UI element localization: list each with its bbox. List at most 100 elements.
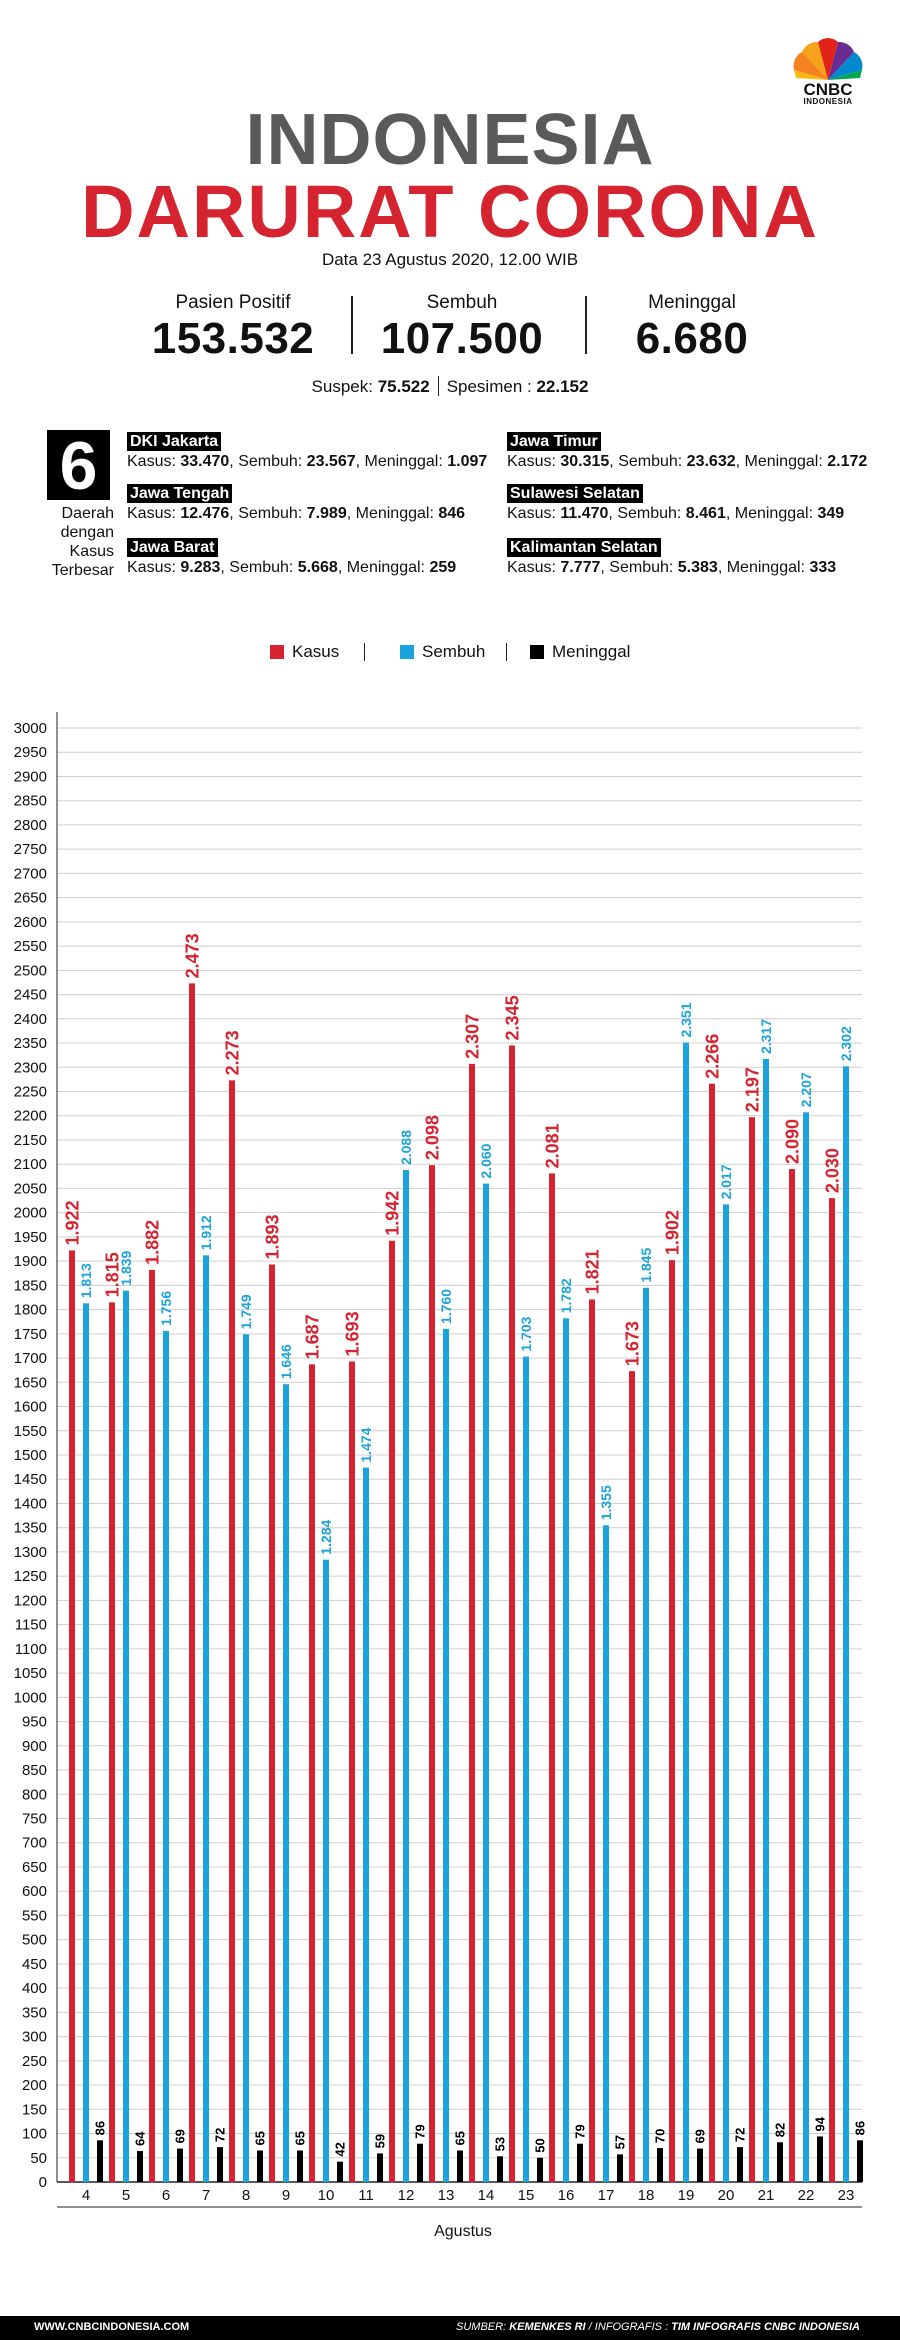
y-tick-label: 1900 (14, 1253, 47, 1270)
y-tick-label: 1200 (14, 1592, 47, 1609)
x-tick-label: 12 (398, 2187, 415, 2204)
meninggal-value: 846 (438, 505, 466, 522)
data-label-kasus: 1.815 (102, 1252, 122, 1297)
data-label-sembuh: 1.284 (318, 1519, 334, 1554)
spesimen-label: Spesimen : (446, 377, 537, 396)
region-stats: Kasus: 33.470, Sembuh: 23.567, Meninggal… (127, 452, 487, 472)
bar-sembuh (83, 1303, 89, 2182)
info-label: / INFOGRAFIS : (585, 2321, 672, 2333)
data-label-kasus: 2.307 (462, 1014, 482, 1059)
bar-kasus (349, 1361, 355, 2182)
y-tick-label: 850 (22, 1762, 47, 1779)
data-label-sembuh: 1.703 (518, 1316, 534, 1351)
kasus-label: Kasus: (127, 453, 181, 470)
footer-site[interactable]: WWW.CNBCINDONESIA.COM (34, 2321, 190, 2333)
x-tick-label: 18 (638, 2187, 655, 2204)
sep: , (608, 505, 618, 522)
y-tick-label: 200 (22, 2077, 47, 2094)
x-tick-label: 19 (678, 2187, 695, 2204)
meninggal-label: Meninggal: (364, 453, 448, 470)
bar-sembuh (403, 1170, 409, 2182)
y-tick-label: 250 (22, 2053, 47, 2070)
y-tick-label: 1000 (14, 1689, 47, 1706)
data-label-kasus: 2.081 (542, 1123, 562, 1168)
region-block: Kalimantan Selatan Kasus: 7.777, Sembuh: … (507, 538, 836, 578)
top-count-badge: 6 (47, 430, 110, 502)
spesimen-value: 22.152 (536, 377, 589, 396)
x-tick-label: 7 (202, 2187, 210, 2204)
y-tick-label: 2150 (14, 1132, 47, 1149)
kasus-value: 33.470 (180, 453, 230, 470)
y-tick-label: 300 (22, 2029, 47, 2046)
y-tick-label: 1150 (15, 1617, 47, 1634)
stat-value: 107.500 (380, 314, 544, 363)
data-label-meninggal: 69 (173, 2129, 188, 2143)
y-tick-label: 150 (22, 2101, 47, 2118)
data-label-kasus: 2.345 (502, 995, 522, 1040)
bar-meninggal (177, 2148, 183, 2182)
region-name: DKI Jakarta (127, 432, 222, 451)
y-tick-label: 600 (22, 1883, 47, 1900)
region-stats: Kasus: 7.777, Sembuh: 5.383, Meninggal: … (507, 558, 836, 578)
sembuh-value: 7.989 (306, 505, 347, 522)
legend-meninggal: Meninggal (530, 642, 630, 662)
data-label-kasus: 2.090 (782, 1119, 802, 1164)
kasus-value: 30.315 (560, 453, 610, 470)
data-label-meninggal: 86 (93, 2121, 108, 2135)
data-label-sembuh: 1.912 (198, 1215, 214, 1250)
bar-kasus (669, 1260, 675, 2182)
y-tick-label: 1700 (14, 1350, 47, 1367)
bar-meninggal (617, 2154, 623, 2182)
y-tick-label: 1650 (14, 1374, 47, 1391)
sembuh-value: 23.632 (686, 453, 736, 470)
bar-kasus (189, 983, 195, 2182)
y-tick-label: 2800 (14, 817, 47, 834)
bar-meninggal (457, 2150, 463, 2182)
region-name: Kalimantan Selatan (507, 538, 661, 557)
source-label: SUMBER: (456, 2321, 510, 2333)
data-label-meninggal: 69 (693, 2129, 708, 2143)
legend-sembuh: Sembuh (400, 642, 485, 662)
kasus-value: 9.283 (180, 559, 221, 576)
data-label-sembuh: 1.474 (358, 1427, 374, 1462)
y-tick-label: 1550 (14, 1423, 47, 1440)
bar-kasus (829, 1198, 835, 2182)
bar-kasus (789, 1169, 795, 2182)
data-label-meninggal: 65 (453, 2131, 468, 2145)
y-tick-label: 1400 (14, 1495, 47, 1512)
y-tick-label: 3000 (14, 720, 47, 737)
bar-meninggal (817, 2136, 823, 2182)
data-label-kasus: 2.197 (742, 1067, 762, 1112)
y-tick-label: 1250 (14, 1568, 47, 1585)
bar-meninggal (537, 2157, 543, 2182)
bar-sembuh (203, 1255, 209, 2182)
data-label-sembuh: 1.749 (238, 1294, 254, 1329)
y-tick-label: 1300 (14, 1544, 47, 1561)
bar-meninggal (337, 2161, 343, 2182)
bar-meninggal (377, 2153, 383, 2182)
brand-sub: INDONESIA (803, 97, 853, 106)
stat-meninggal: Meninggal 6.680 (572, 292, 812, 364)
bar-sembuh (283, 1384, 289, 2182)
y-tick-label: 350 (22, 2004, 47, 2021)
y-tick-label: 1100 (15, 1641, 47, 1658)
sembuh-label: Sembuh: (617, 505, 686, 522)
kasus-label: Kasus: (507, 559, 561, 576)
meninggal-label: Meninggal: (744, 453, 828, 470)
y-tick-label: 1450 (14, 1471, 47, 1488)
legend-swatch (400, 645, 414, 659)
data-label-meninggal: 65 (293, 2131, 308, 2145)
stat-value: 153.532 (151, 314, 315, 363)
bar-kasus (69, 1250, 75, 2182)
title-line-2: DARURAT CORONA (81, 170, 819, 253)
y-tick-label: 2250 (14, 1084, 47, 1101)
bar-sembuh (123, 1290, 129, 2182)
bar-sembuh (443, 1328, 449, 2182)
sembuh-label: Sembuh: (609, 559, 678, 576)
bar-sembuh (763, 1059, 769, 2182)
cnbc-logo: CNBC INDONESIA (788, 36, 868, 106)
data-label-kasus: 1.821 (582, 1249, 602, 1294)
y-tick-label: 1950 (14, 1229, 47, 1246)
stat-positif: Pasien Positif 153.532 (113, 292, 353, 364)
data-label-meninggal: 82 (773, 2123, 788, 2137)
